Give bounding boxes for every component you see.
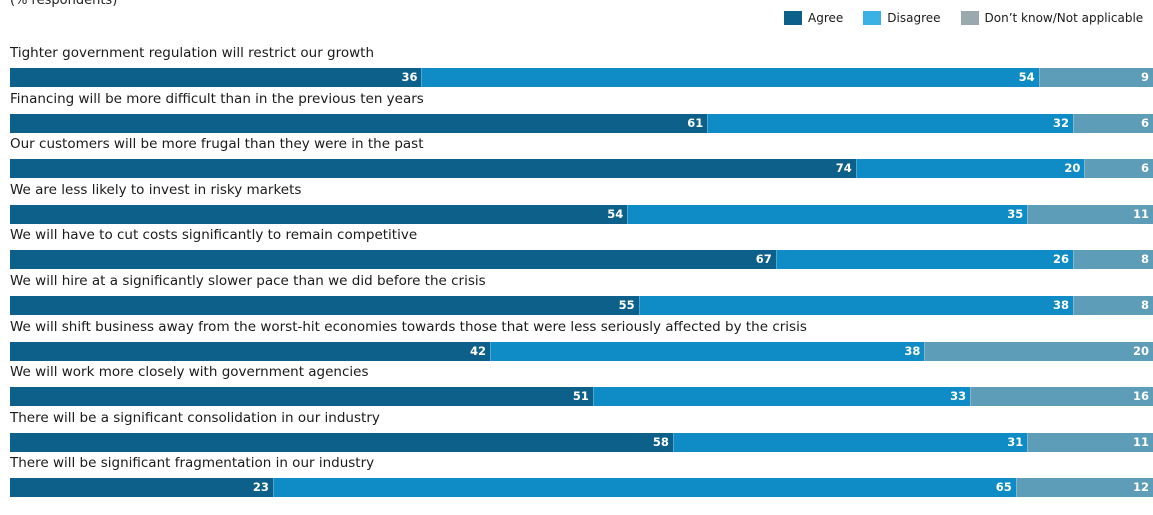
row-label: Financing will be more difficult than in…	[10, 90, 424, 107]
stacked-bar: 54 35 11	[10, 204, 1153, 224]
bar-segment-disagree: 31	[672, 432, 1028, 452]
row-label: Our customers will be more frugal than t…	[10, 136, 424, 153]
bar-segment-disagree: 38	[490, 341, 925, 361]
stacked-bar: 23 65 12	[10, 478, 1153, 498]
bar-segment-dont-know: 9	[1038, 68, 1153, 87]
legend-swatch-disagree	[863, 11, 882, 25]
bar-value-label: 6	[1140, 115, 1149, 130]
bar-value-label: 54	[1018, 70, 1035, 84]
bar-segment-agree: 55	[10, 296, 639, 315]
stacked-bar: 67 26 8	[10, 250, 1153, 270]
bar-value-label: 23	[252, 480, 269, 495]
bar-value-label: 54	[607, 206, 624, 221]
bar-value-label: 65	[995, 480, 1012, 495]
legend-item-agree: Agree	[784, 11, 843, 25]
bar-segment-disagree: 20	[855, 159, 1085, 179]
stacked-bar: 51 33 16	[10, 387, 1153, 407]
bar-segment-dont-know: 11	[1027, 204, 1153, 224]
bar-value-label: 67	[755, 252, 772, 267]
bar-value-label: 6	[1140, 161, 1149, 176]
bar-segment-dont-know: 16	[970, 387, 1153, 407]
bar-segment-disagree: 54	[421, 68, 1039, 87]
bar-segment-disagree: 65	[272, 478, 1016, 498]
bar-segment-agree: 36	[10, 68, 422, 87]
bar-value-label: 11	[1132, 434, 1149, 449]
legend-swatch-dont-know	[960, 11, 979, 25]
stacked-bar: 58 31 11	[10, 432, 1153, 452]
bar-segment-disagree: 26	[775, 250, 1073, 270]
legend-label-disagree: Disagree	[887, 11, 941, 25]
row-label: We will work more closely with governmen…	[10, 364, 369, 381]
stacked-bar: 36 54 9	[10, 68, 1153, 87]
row-label: We are less likely to invest in risky ma…	[10, 181, 302, 198]
legend-item-disagree: Disagree	[863, 11, 941, 25]
stacked-bar: 55 38 8	[10, 296, 1153, 315]
bar-segment-agree: 67	[10, 250, 776, 270]
bar-segment-disagree: 38	[638, 296, 1073, 315]
bar-value-label: 55	[618, 298, 635, 312]
bar-segment-agree: 42	[10, 341, 491, 361]
bar-value-label: 11	[1132, 206, 1149, 221]
bar-segment-agree: 23	[10, 478, 273, 498]
bar-segment-dont-know: 6	[1084, 159, 1153, 179]
row-label: There will be a significant consolidatio…	[10, 409, 380, 426]
bar-segment-agree: 74	[10, 159, 856, 179]
row-label: We will shift business away from the wor…	[10, 318, 807, 335]
bar-value-label: 51	[572, 389, 589, 404]
bar-segment-dont-know: 6	[1072, 113, 1153, 133]
legend-swatch-agree	[784, 11, 802, 25]
bar-segment-disagree: 32	[707, 113, 1073, 133]
bar-value-label: 35	[1007, 206, 1024, 221]
stacked-bar: 74 20 6	[10, 159, 1153, 179]
row-label: Tighter government regulation will restr…	[10, 45, 375, 61]
bar-segment-dont-know: 8	[1072, 296, 1153, 315]
bar-value-label: 58	[652, 434, 669, 449]
bar-segment-dont-know: 11	[1027, 432, 1153, 452]
bar-value-label: 38	[904, 343, 921, 358]
bar-segment-dont-know: 20	[924, 341, 1153, 361]
legend-label-agree: Agree	[808, 11, 844, 25]
bar-segment-agree: 61	[10, 113, 708, 133]
bar-value-label: 36	[401, 70, 418, 84]
bar-segment-disagree: 35	[627, 204, 1028, 224]
bar-value-label: 31	[1007, 434, 1024, 449]
bar-value-label: 8	[1140, 298, 1149, 312]
bar-value-label: 61	[687, 115, 704, 130]
bar-segment-dont-know: 8	[1072, 250, 1153, 270]
bar-segment-dont-know: 12	[1015, 478, 1153, 498]
bar-value-label: 38	[1052, 298, 1069, 312]
stacked-bar: 42 38 20	[10, 341, 1153, 361]
legend: Agree Disagree Don’t know/Not applicable	[784, 11, 1143, 25]
bar-value-label: 33	[950, 389, 967, 404]
bar-segment-agree: 54	[10, 204, 628, 224]
bar-value-label: 20	[1132, 343, 1149, 358]
row-label: There will be significant fragmentation …	[10, 455, 375, 472]
bar-value-label: 20	[1064, 161, 1081, 176]
legend-label-dont-know: Don’t know/Not applicable	[984, 11, 1144, 25]
legend-item-dont-know: Don’t know/Not applicable	[960, 11, 1144, 25]
bar-value-label: 74	[835, 161, 852, 176]
stacked-bar: 61 32 6	[10, 113, 1153, 133]
bar-value-label: 8	[1140, 252, 1149, 267]
bar-segment-agree: 51	[10, 387, 593, 407]
chart-subtitle: (% respondents)	[10, 0, 118, 8]
row-label: We will hire at a significantly slower p…	[10, 273, 486, 289]
bar-value-label: 26	[1052, 252, 1069, 267]
bar-value-label: 12	[1132, 480, 1149, 495]
bar-value-label: 9	[1140, 70, 1149, 84]
bar-segment-disagree: 33	[592, 387, 971, 407]
bar-value-label: 32	[1052, 115, 1069, 130]
bar-segment-agree: 58	[10, 432, 673, 452]
bar-value-label: 42	[470, 343, 487, 358]
bar-value-label: 16	[1132, 389, 1149, 404]
row-label: We will have to cut costs significantly …	[10, 227, 418, 244]
